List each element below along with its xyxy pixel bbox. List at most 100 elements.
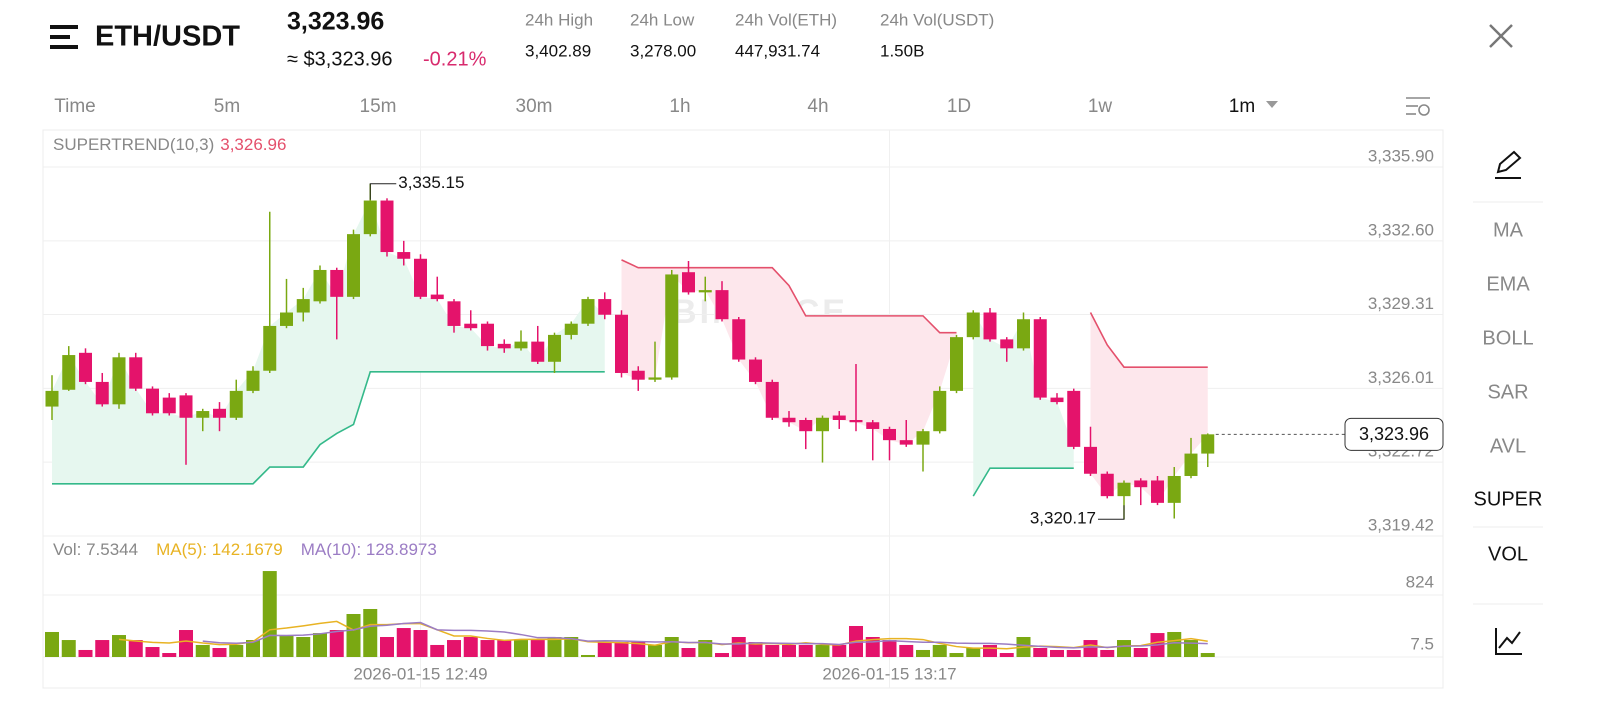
volume-bar: [296, 637, 311, 657]
interval-tab[interactable]: 5m: [214, 96, 240, 117]
candle-body: [1050, 397, 1064, 403]
candle-body: [330, 269, 344, 297]
change: -0.21%: [423, 48, 487, 70]
volume-bar: [430, 644, 445, 657]
volume-bar: [949, 653, 964, 657]
volume-bar: [648, 644, 662, 657]
volume-bar: [179, 630, 193, 657]
candle-body: [347, 234, 360, 297]
interval-tab[interactable]: 4h: [807, 96, 828, 117]
volume-bar: [731, 637, 746, 657]
candle-body: [648, 377, 662, 380]
supertrend-line: [621, 259, 1208, 368]
candle-body: [749, 359, 762, 382]
volume-bar: [916, 649, 930, 657]
volume-bar: [748, 642, 763, 657]
candle-body: [531, 341, 545, 362]
candle-body: [1184, 453, 1198, 476]
volume-bar: [363, 608, 378, 657]
x-tick-label: 2026-01-15 13:17: [822, 664, 956, 683]
interval-tab[interactable]: 1m: [1229, 96, 1255, 117]
interval-tab[interactable]: 15m: [360, 96, 397, 117]
chart-icon[interactable]: [1495, 628, 1522, 655]
candle-body: [497, 343, 511, 349]
volume-label: Vol: 7.5344: [53, 540, 138, 559]
volume-bar: [279, 636, 294, 657]
close-button[interactable]: [1489, 24, 1513, 48]
volume-bar: [1133, 648, 1148, 657]
volume-bar: [514, 640, 528, 657]
stat-label: 24h High: [525, 10, 593, 29]
candle-body: [883, 428, 896, 441]
supertrend-fill: [52, 200, 605, 484]
candle-body: [581, 299, 595, 324]
candle-body: [983, 312, 997, 340]
candle-body: [966, 312, 980, 338]
volume-bar: [564, 637, 579, 657]
volume-bar: [413, 630, 428, 657]
volume-bar: [329, 630, 344, 657]
volume-bar: [45, 631, 59, 657]
volume-bar: [380, 637, 394, 657]
supertrend-fill: [1090, 312, 1208, 503]
interval-tab[interactable]: 1D: [947, 96, 971, 117]
volume-bar: [698, 640, 713, 657]
y-tick-label: 3,326.01: [1368, 368, 1434, 387]
volume-tick-label: 7.5: [1410, 634, 1434, 653]
supertrend-fill: [973, 312, 1074, 497]
candle-body: [246, 370, 260, 391]
volume-bar: [195, 644, 210, 657]
volume-bar: [212, 648, 227, 657]
volume-bar: [681, 648, 696, 657]
candle-body: [682, 272, 695, 293]
indicator-option[interactable]: AVL: [1490, 435, 1526, 457]
supertrend-line: [52, 371, 1074, 497]
settings-icon[interactable]: [1406, 97, 1430, 116]
candle-body: [765, 381, 779, 418]
pair: ETH/USDT: [95, 21, 240, 53]
volume-bar: [966, 648, 981, 657]
interval-tab[interactable]: Time: [54, 96, 96, 117]
indicator-option[interactable]: SUPER: [1474, 488, 1543, 510]
volume-ma-legend: MA(5): 142.1679: [156, 540, 283, 559]
candle-body: [1134, 480, 1148, 488]
candle-body: [213, 408, 226, 418]
interval-tab[interactable]: 1w: [1088, 96, 1113, 117]
candle-body: [866, 422, 880, 429]
volume-bar: [112, 635, 126, 657]
volume-bar: [798, 644, 813, 657]
last-price-label: 3,323.96: [1359, 424, 1429, 444]
indicator-option[interactable]: VOL: [1488, 543, 1528, 565]
volume-bar: [313, 633, 327, 657]
candle-body: [162, 397, 176, 414]
volume-bar: [815, 644, 830, 657]
interval-tab[interactable]: 1h: [669, 96, 690, 117]
volume-bar: [1066, 649, 1081, 657]
y-tick-label: 3,329.31: [1368, 294, 1434, 313]
candle-body: [1201, 434, 1215, 454]
candle-body: [414, 258, 427, 297]
pen-icon[interactable]: [1495, 150, 1522, 179]
volume-bar: [932, 644, 947, 657]
low-marker: [1098, 505, 1125, 520]
indicator-option[interactable]: EMA: [1486, 273, 1530, 295]
indicator-option[interactable]: SAR: [1487, 381, 1528, 403]
candle-body: [1151, 480, 1164, 503]
price-usd: ≈ $3,323.96: [287, 48, 393, 70]
interval-tab[interactable]: 30m: [516, 96, 553, 117]
candle-body: [112, 357, 126, 405]
x-tick-label: 2026-01-15 12:49: [353, 664, 487, 683]
y-tick-label: 3,319.42: [1368, 515, 1434, 534]
candle-body: [598, 299, 612, 315]
candle-body: [363, 200, 377, 235]
candle-body: [1167, 475, 1181, 503]
stat-label: 24h Low: [630, 10, 695, 29]
candle-body: [229, 390, 243, 418]
high-label: 3,335.15: [398, 173, 464, 192]
y-tick-label: 3,332.60: [1368, 220, 1434, 239]
indicator-option[interactable]: BOLL: [1482, 327, 1533, 349]
chart-frame: [42, 129, 1444, 689]
volume-bar: [715, 653, 729, 657]
indicator-option[interactable]: MA: [1493, 219, 1524, 241]
menu-icon[interactable]: [50, 25, 78, 49]
